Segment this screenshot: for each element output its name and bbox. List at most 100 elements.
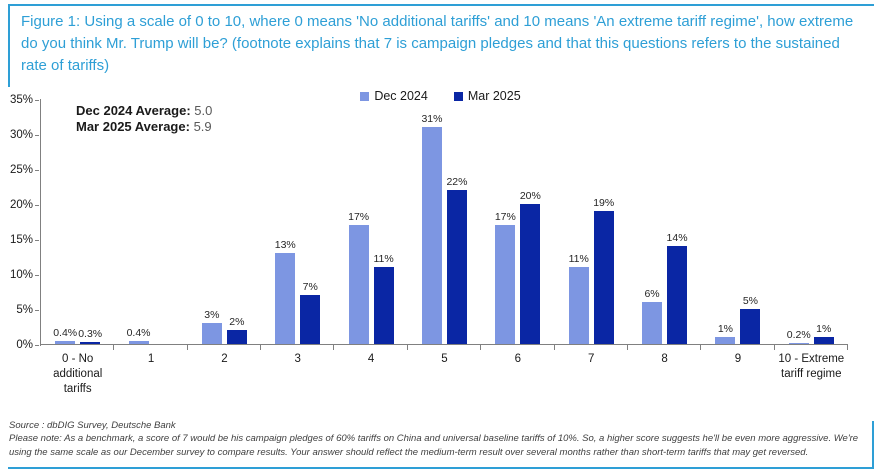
category-group-6: 17% 20% 6 xyxy=(481,100,555,365)
bar-dec-2024-4 xyxy=(348,225,369,344)
x-axis-tick-2 xyxy=(260,345,262,350)
bar-slot-dec-2024-7: 11% xyxy=(569,253,589,344)
category-group-10: 0.2% 1% 10 - Extreme tariff regime xyxy=(775,100,848,380)
bar-pair-10: 0.2% 1% xyxy=(786,100,834,344)
x-axis-label-4: 4 xyxy=(367,353,375,365)
bar-slot-dec-2024-0: 0.4% xyxy=(53,327,78,344)
bar-pair-5: 31% 22% xyxy=(421,100,468,344)
bar-dec-2024-7 xyxy=(568,267,589,344)
bar-mar-2025-8 xyxy=(667,246,688,344)
bar-slot-mar-2025-8: 14% xyxy=(667,232,688,344)
footer-source: Source : dbDIG Survey, Deutsche Bank xyxy=(9,420,176,431)
top-accent-rule xyxy=(8,4,874,6)
category-group-3: 13% 7% 3 xyxy=(261,100,335,365)
x-axis-label-7: 7 xyxy=(587,353,595,365)
x-axis-tick-6 xyxy=(553,345,555,350)
x-axis-tick-3 xyxy=(333,345,335,350)
bar-slot-dec-2024-4: 17% xyxy=(348,211,369,344)
bar-pair-0: 0.4% 0.3% xyxy=(53,100,103,344)
x-axis-label-6: 6 xyxy=(514,353,522,365)
bar-value-label-dec-2024-2: 3% xyxy=(204,309,220,321)
bar-slot-mar-2025-0: 0.3% xyxy=(78,327,103,344)
bar-value-label-mar-2025-9: 5% xyxy=(742,295,758,307)
bar-pair-9: 1% 5% xyxy=(715,100,761,344)
bar-slot-dec-2024-10: 0.2% xyxy=(786,328,811,344)
y-axis-tick-10 xyxy=(35,275,39,276)
x-axis-tick-9 xyxy=(773,345,775,350)
footer-notes: Source : dbDIG Survey, Deutsche Bank Ple… xyxy=(9,419,861,459)
bottom-accent-rule xyxy=(8,467,874,469)
y-axis-label-25: 25% xyxy=(9,164,33,176)
y-axis-label-0: 0% xyxy=(16,339,33,351)
bar-dec-2024-9 xyxy=(715,337,736,344)
x-axis-tick-0 xyxy=(113,345,115,350)
bar-value-label-mar-2025-7: 19% xyxy=(593,197,615,209)
legend-item-dec-2024: Dec 2024 xyxy=(360,89,428,103)
bar-value-label-mar-2025-4: 11% xyxy=(373,253,394,265)
x-axis-label-10: 10 - Extreme tariff regime xyxy=(778,353,845,380)
x-axis-label-2: 2 xyxy=(221,353,228,365)
bar-mar-2025-5 xyxy=(446,190,467,344)
legend-label-dec-2024: Dec 2024 xyxy=(374,89,428,103)
footer-note: Please note: As a benchmark, a score of … xyxy=(9,433,859,458)
y-axis-tick-15 xyxy=(35,240,39,241)
bar-value-label-mar-2025-6: 20% xyxy=(519,190,541,202)
bar-pair-7: 11% 19% xyxy=(569,100,614,344)
y-axis-tick-35 xyxy=(35,100,39,101)
dec-average-value: 5.0 xyxy=(194,103,213,118)
bar-value-label-dec-2024-1: 0.4% xyxy=(126,327,151,340)
category-group-7: 11% 19% 7 xyxy=(555,100,628,365)
category-group-1: 0.4% 1 xyxy=(114,100,188,365)
bar-value-label-dec-2024-6: 17% xyxy=(494,211,516,223)
y-axis-tick-25 xyxy=(35,170,39,171)
bar-pair-1: 0.4% xyxy=(126,100,174,344)
bar-mar-2025-9 xyxy=(740,309,761,344)
bar-mar-2025-7 xyxy=(593,211,614,344)
bar-dec-2024-5 xyxy=(421,127,442,344)
bar-pair-4: 17% 11% xyxy=(348,100,394,344)
bar-value-label-dec-2024-8: 6% xyxy=(644,288,660,300)
legend-item-mar-2025: Mar 2025 xyxy=(453,89,521,103)
bar-mar-2025-6 xyxy=(520,204,541,344)
bar-slot-mar-2025-10: 1% xyxy=(813,323,834,344)
x-axis-label-8: 8 xyxy=(661,353,668,365)
y-axis-label-30: 30% xyxy=(9,129,33,141)
y-axis-label-35: 35% xyxy=(9,94,33,106)
right-accent-bar xyxy=(872,421,874,469)
x-axis-label-5: 5 xyxy=(441,353,448,365)
bar-value-label-mar-2025-10: 1% xyxy=(816,323,832,335)
mar-average-line: Mar 2025 Average: 5.9 xyxy=(76,119,212,135)
bar-mar-2025-0 xyxy=(80,341,101,344)
y-axis-tick-20 xyxy=(35,205,39,206)
bar-slot-mar-2025-7: 19% xyxy=(593,197,615,344)
bar-pair-3: 13% 7% xyxy=(274,100,321,344)
category-group-0: 0.4% 0.3% 0 - No additional tariffs xyxy=(41,100,115,395)
bar-slot-dec-2024-1: 0.4% xyxy=(126,327,151,344)
bar-slot-dec-2024-5: 31% xyxy=(421,113,443,344)
bar-dec-2024-8 xyxy=(642,302,663,344)
bar-value-label-dec-2024-0: 0.4% xyxy=(53,327,78,340)
title-accent-bar xyxy=(8,4,10,87)
x-axis-label-0: 0 - No additional tariffs xyxy=(53,353,103,395)
bar-dec-2024-0 xyxy=(55,341,76,344)
bar-value-label-dec-2024-3: 13% xyxy=(274,239,296,251)
bar-mar-2025-4 xyxy=(373,267,394,344)
bar-value-label-dec-2024-10: 0.2% xyxy=(786,328,811,341)
category-group-4: 17% 11% 4 xyxy=(334,100,408,365)
x-axis-tick-8 xyxy=(700,345,702,350)
legend-swatch-icon-dec-2024 xyxy=(360,91,370,101)
bar-value-label-dec-2024-5: 31% xyxy=(421,113,443,125)
bar-value-label-mar-2025-5: 22% xyxy=(446,176,468,188)
y-axis-label-15: 15% xyxy=(9,234,33,246)
bar-slot-mar-2025-5: 22% xyxy=(446,176,468,344)
y-axis-label-20: 20% xyxy=(9,199,33,211)
bar-dec-2024-10 xyxy=(788,342,809,344)
x-axis-tick-1 xyxy=(186,345,188,350)
bar-dec-2024-1 xyxy=(128,341,149,344)
x-axis-tick-5 xyxy=(480,345,482,350)
bar-value-label-dec-2024-9: 1% xyxy=(717,323,733,335)
bar-slot-dec-2024-6: 17% xyxy=(494,211,516,344)
bar-value-label-mar-2025-0: 0.3% xyxy=(78,327,103,340)
bar-value-label-mar-2025-3: 7% xyxy=(302,281,318,293)
mar-average-value: 5.9 xyxy=(193,119,212,135)
